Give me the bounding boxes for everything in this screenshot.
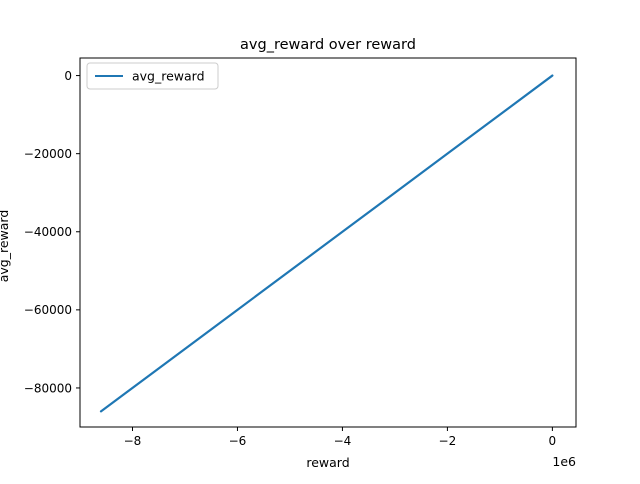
- y-tick-label-0: 0: [64, 69, 72, 83]
- axes-frame: [79, 57, 577, 428]
- x-axis-label: reward: [306, 455, 349, 470]
- plot-area: [99, 74, 554, 413]
- y-tick-label-4: −80000: [24, 381, 72, 395]
- x-tick-label-3: −2: [439, 434, 457, 448]
- x-tick-label-0: −8: [124, 434, 142, 448]
- y-axis-label: avg_reward: [0, 210, 11, 283]
- legend: avg_reward: [86, 62, 219, 90]
- axes: −8 −6 −4 −2 0 0 −20000 −40000 −60000 −80000: [24, 57, 577, 448]
- y-tick-label-1: −20000: [24, 147, 72, 161]
- y-tick-label-3: −60000: [24, 303, 72, 317]
- chart-title: avg_reward over reward: [240, 37, 416, 53]
- x-tick-label-2: −4: [334, 434, 352, 448]
- x-tick-label-1: −6: [229, 434, 247, 448]
- x-tick-label-4: 0: [549, 434, 557, 448]
- legend-frame: [86, 62, 219, 90]
- legend-label: avg_reward: [132, 69, 205, 84]
- y-tick-label-2: −40000: [24, 225, 72, 239]
- x-offset-label: 1e6: [552, 454, 576, 469]
- series-line-0: [99, 74, 554, 413]
